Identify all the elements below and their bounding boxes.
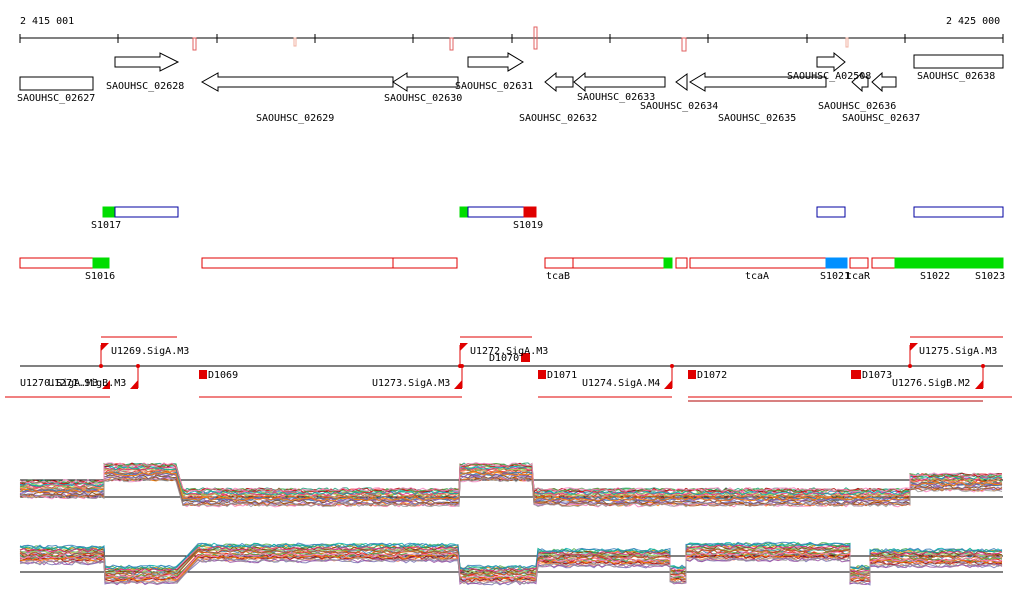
gene-label: SAOUHSC_02634: [640, 101, 718, 112]
gene-label: SAOUHSC_02636: [818, 101, 896, 112]
promoter-label: D1071: [547, 370, 577, 381]
feature-label: tcaB: [546, 271, 570, 282]
promoter-flags: [99, 343, 985, 389]
feature-label: S1017: [91, 220, 121, 231]
feature-block[interactable]: [114, 206, 179, 218]
promoter-label: D1069: [208, 370, 238, 381]
gene-label: SAOUHSC_02629: [256, 113, 334, 124]
feature-block[interactable]: [816, 206, 846, 218]
gene-label: SAOUHSC_02638: [917, 71, 995, 82]
feature-block[interactable]: [19, 257, 94, 269]
feature-block[interactable]: [201, 257, 394, 269]
expression-track-reverse: [19, 541, 1003, 586]
feature-block[interactable]: [689, 257, 827, 269]
gene-arrow-02634[interactable]: [675, 73, 688, 91]
feature-block[interactable]: [894, 257, 1004, 269]
feature-block[interactable]: [663, 257, 673, 269]
feature-block[interactable]: [392, 257, 458, 269]
feature-block[interactable]: [675, 257, 688, 269]
expression-track-forward: [19, 462, 1003, 508]
feature-block[interactable]: [544, 257, 574, 269]
promoter-labels: U1269.SigA.M3 U1272.SigA.M3 D1070 U1275.…: [20, 346, 997, 389]
gene-arrow-02629[interactable]: [200, 72, 394, 92]
promoter-label: U1271.SigB.M3: [48, 378, 126, 389]
gene-arrow-02630[interactable]: [392, 72, 459, 92]
gene-label: SAOUHSC_02631: [455, 81, 533, 92]
gene-arrow-02636[interactable]: [851, 71, 869, 93]
expression-trace: [19, 462, 1003, 493]
gene-label: SAOUHSC_02630: [384, 93, 462, 104]
expression-trace: [19, 471, 1003, 502]
gene-label: SAOUHSC_02632: [519, 113, 597, 124]
coord-end-label: 2 425 000: [946, 16, 1000, 27]
promoter-label: D1070: [489, 353, 519, 364]
promoter-label: U1269.SigA.M3: [111, 346, 189, 357]
gene-label: SAOUHSC_02633: [577, 92, 655, 103]
expression-trace: [19, 541, 1003, 570]
feature-block[interactable]: [92, 257, 110, 269]
gene-arrow-02638[interactable]: [913, 54, 1004, 69]
expression-trace: [19, 554, 1003, 583]
feature-label: S1021: [820, 271, 850, 282]
gene-arrow-02628[interactable]: [114, 52, 180, 72]
promoter-label: D1072: [697, 370, 727, 381]
gene-arrow-02637[interactable]: [871, 71, 897, 93]
promoter-label: U1273.SigA.M3: [372, 378, 450, 389]
gene-arrow-02631[interactable]: [467, 52, 524, 72]
feature-track-reverse: S1016 tcaB tcaA S1021 tcaR S1022 S1023: [19, 257, 1005, 282]
feature-block[interactable]: [825, 257, 848, 269]
feature-label: S1023: [975, 271, 1005, 282]
feature-label: S1016: [85, 271, 115, 282]
feature-label: S1019: [513, 220, 543, 231]
gene-arrow-02632[interactable]: [544, 71, 574, 93]
feature-label: S1022: [920, 271, 950, 282]
feature-block[interactable]: [459, 206, 469, 218]
feature-label: tcaA: [745, 271, 769, 282]
feature-block[interactable]: [572, 257, 665, 269]
feature-track-forward: S1017 S1019: [91, 206, 1004, 231]
promoter-label: U1274.SigA.M4: [582, 378, 660, 389]
gene-label: SAOUHSC_A02508: [787, 71, 871, 82]
ruler-ticks: [19, 34, 1004, 43]
transcript-lines: [5, 336, 1012, 402]
gene-labels: SAOUHSC_02627 SAOUHSC_02628 SAOUHSC_0262…: [17, 71, 995, 124]
expression-trace: [19, 551, 1003, 580]
ruler-markers: [192, 26, 849, 52]
gene-label: SAOUHSC_02627: [17, 93, 95, 104]
promoter-label: U1270.SigA.M3: [20, 378, 98, 389]
promoter-label: U1275.SigA.M3: [919, 346, 997, 357]
promoter-track: U1269.SigA.M3 U1272.SigA.M3 D1070 U1275.…: [5, 336, 1012, 402]
feature-block[interactable]: [523, 206, 537, 218]
promoter-label: D1073: [862, 370, 892, 381]
expression-trace: [19, 548, 1003, 577]
promoter-label: U1276.SigB.M2: [892, 378, 970, 389]
expression-trace: [19, 471, 1003, 502]
expression-trace: [19, 462, 1003, 493]
gene-track: [19, 51, 1004, 93]
gene-label: SAOUHSC_02635: [718, 113, 796, 124]
feature-block[interactable]: [871, 257, 896, 269]
feature-block[interactable]: [913, 206, 1004, 218]
gene-arrow-02633[interactable]: [573, 71, 666, 93]
coord-start-label: 2 415 001: [20, 16, 74, 27]
expression-trace: [19, 544, 1003, 573]
feature-block[interactable]: [102, 206, 116, 218]
feature-label: tcaR: [846, 271, 871, 282]
expression-trace: [19, 475, 1003, 506]
coordinate-ruler: 2 415 001 2 425 000: [19, 16, 1004, 52]
expression-trace: [19, 555, 1003, 585]
feature-block[interactable]: [467, 206, 525, 218]
gene-arrow-A02508[interactable]: [816, 51, 846, 73]
gene-label: SAOUHSC_02637: [842, 113, 920, 124]
gene-label: SAOUHSC_02628: [106, 81, 184, 92]
gene-arrow-02627[interactable]: [19, 76, 94, 91]
feature-block[interactable]: [849, 257, 869, 269]
expression-trace: [19, 465, 1003, 496]
gene-arrow-02635[interactable]: [689, 72, 827, 92]
expression-trace: [19, 477, 1003, 508]
promoter-label: U1272.SigA.M3: [470, 346, 548, 357]
